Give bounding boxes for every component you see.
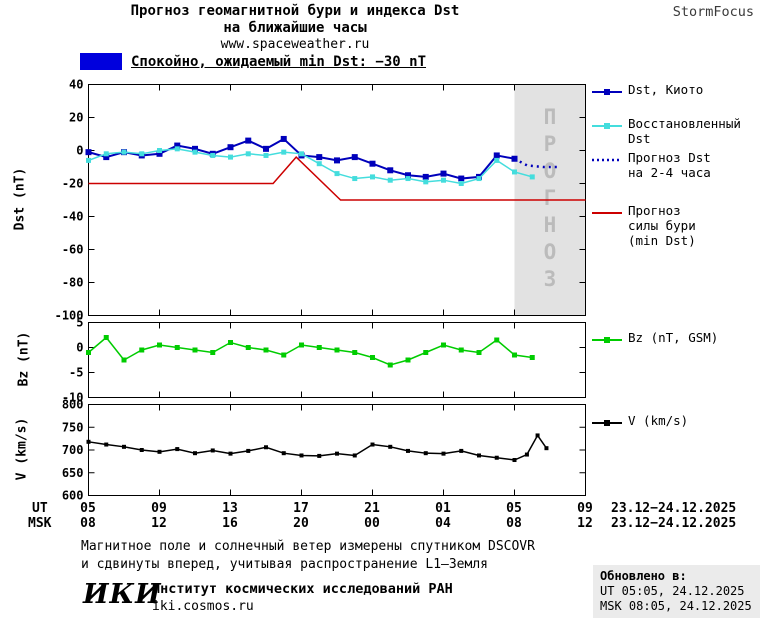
- ut-tick: 17: [293, 501, 309, 516]
- data-source-note-line2: и сдвинуты вперед, учитывая распростране…: [81, 557, 488, 572]
- svg-text:-80: -80: [62, 276, 84, 290]
- bz-axis-title: Bz (nT): [16, 331, 32, 387]
- legend-label: Прогноз силы бури (min Dst): [628, 203, 696, 248]
- ut-tick: 09: [151, 501, 167, 516]
- svg-text:Р: Р: [544, 132, 557, 156]
- msk-tick: 04: [435, 516, 451, 531]
- svg-text:600: 600: [62, 489, 84, 503]
- msk-tick: 12: [577, 516, 593, 531]
- updated-at-msk: MSK 08:05, 24.12.2025: [600, 599, 752, 613]
- storm-status-banner: Спокойно, ожидаемый min Dst: −30 nT: [80, 53, 426, 70]
- legend-label: Прогноз Dst на 2-4 часа: [628, 150, 711, 180]
- svg-text:800: 800: [62, 398, 84, 412]
- svg-text:0: 0: [76, 341, 83, 355]
- ut-tick: 09: [577, 501, 593, 516]
- svg-text:40: 40: [69, 78, 83, 92]
- restored-dst-line-sample: [592, 123, 622, 129]
- svg-text:Г: Г: [544, 186, 557, 210]
- svg-text:-10: -10: [62, 391, 84, 405]
- msk-row-header: MSK: [28, 516, 52, 531]
- msk-tick: 16: [222, 516, 238, 531]
- ut-tick: 01: [435, 501, 451, 516]
- institute-name: Институт космических исследований РАН: [152, 581, 453, 597]
- msk-tick: 00: [364, 516, 380, 531]
- msk-tick: 12: [151, 516, 167, 531]
- v-line-sample: [592, 420, 622, 426]
- legend-label: Dst, Киото: [628, 82, 704, 97]
- legend-item-restored-dst: Восстановленный Dst: [592, 116, 760, 146]
- svg-text:-40: -40: [62, 210, 84, 224]
- ut-row-header: UT: [32, 501, 48, 516]
- svg-text:О: О: [544, 159, 557, 183]
- bz-line-sample: [592, 337, 622, 343]
- v-axis-title: V (km/s): [14, 417, 30, 481]
- legend-item-dst-forecast: Прогноз Dst на 2-4 часа: [592, 150, 760, 180]
- dst-forecast-dotted-sample: [592, 158, 622, 162]
- iki-site-text: iki.cosmos.ru: [152, 599, 254, 614]
- svg-text:О: О: [544, 240, 557, 264]
- legend-label: V (km/s): [628, 413, 689, 428]
- legend-item-storm-forecast: Прогноз силы бури (min Dst): [592, 203, 760, 248]
- title-line-2: на ближайшие часы: [223, 20, 367, 36]
- svg-text:-20: -20: [62, 177, 84, 191]
- svg-text:0: 0: [76, 144, 83, 158]
- svg-text:5: 5: [76, 316, 83, 330]
- v-chart: 800 750 700 650 600: [62, 398, 586, 503]
- svg-text:700: 700: [62, 443, 84, 457]
- quiet-status-swatch: [80, 53, 122, 70]
- msk-tick: 08: [80, 516, 96, 531]
- svg-text:З: З: [544, 267, 557, 291]
- updated-at-ut: UT 05:05, 24.12.2025: [600, 584, 745, 598]
- iki-logo: ИКИ: [83, 579, 162, 610]
- svg-text:750: 750: [62, 420, 84, 434]
- dst-kyoto-line-sample: [592, 89, 622, 95]
- ut-tick: 05: [506, 501, 522, 516]
- title-line-1: Прогноз геомагнитной бури и индекса Dst: [130, 3, 460, 19]
- msk-date-range: 23.12−24.12.2025: [611, 516, 737, 531]
- msk-tick: 20: [293, 516, 309, 531]
- dst-axis-title: Dst (nT): [12, 167, 28, 231]
- bz-chart: 5 0 -5 -10: [62, 316, 586, 405]
- svg-text:Н: Н: [544, 213, 557, 237]
- page-title: Прогноз геомагнитной бури и индекса Dst …: [45, 3, 545, 53]
- ut-tick: 13: [222, 501, 238, 516]
- storm-status-text: Спокойно, ожидаемый min Dst: −30 nT: [131, 53, 427, 70]
- msk-tick: 08: [506, 516, 522, 531]
- data-source-note-line1: Магнитное поле и солнечный ветер измерен…: [81, 539, 535, 554]
- svg-text:650: 650: [62, 466, 84, 480]
- ut-tick: 05: [80, 501, 96, 516]
- storm-forecast-line-sample: [592, 212, 622, 214]
- brand-label: StormFocus: [672, 4, 754, 20]
- source-site-text: www.spaceweather.ru: [220, 37, 370, 52]
- legend-label: Восстановленный Dst: [628, 116, 741, 146]
- updated-at-box: Обновлено в: UT 05:05, 24.12.2025 MSK 08…: [593, 565, 760, 618]
- legend-item-v: V (km/s): [592, 413, 760, 430]
- svg-text:-5: -5: [69, 366, 83, 380]
- legend-item-bz: Bz (nT, GSM): [592, 330, 760, 347]
- svg-text:П: П: [544, 105, 557, 129]
- updated-at-label: Обновлено в:: [600, 569, 687, 583]
- svg-text:20: 20: [69, 111, 83, 125]
- svg-text:-60: -60: [62, 243, 84, 257]
- ut-date-range: 23.12−24.12.2025: [611, 501, 737, 516]
- legend-item-dst-kyoto: Dst, Киото: [592, 82, 760, 99]
- ut-tick: 21: [364, 501, 380, 516]
- svg-text:-100: -100: [55, 309, 84, 323]
- legend-label: Bz (nT, GSM): [628, 330, 719, 345]
